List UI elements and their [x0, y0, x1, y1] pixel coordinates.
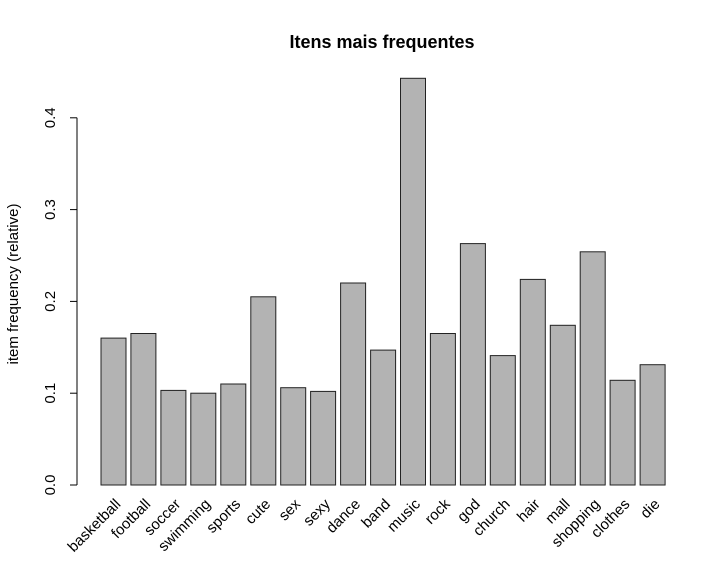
- chart-title: Itens mais frequentes: [289, 32, 474, 52]
- bar-sex: [280, 387, 307, 486]
- x-tick-label-sports: sports: [203, 496, 244, 537]
- y-tick-label: 0.0: [42, 475, 59, 496]
- bar-swimming: [190, 392, 217, 486]
- y-axis: 0.0 0.1 0.2 0.3 0.4: [42, 107, 78, 496]
- bar-die: [639, 364, 666, 486]
- category-labels-group: basketballfootballsoccerswimmingsportscu…: [65, 495, 664, 555]
- bar-basketball: [100, 337, 127, 486]
- bar-shopping: [579, 251, 606, 486]
- y-axis-label: item frequency (relative): [5, 204, 22, 365]
- bar-rock: [429, 333, 456, 486]
- y-tick-label: 0.1: [42, 383, 59, 404]
- bar-mall: [549, 324, 576, 486]
- x-tick-label-rock: rock: [422, 495, 454, 527]
- bar-sports: [220, 383, 247, 486]
- y-tick-label: 0.4: [42, 107, 59, 128]
- bar-soccer: [160, 389, 187, 486]
- x-tick-label-cute: cute: [242, 496, 274, 528]
- bars-group: [100, 77, 666, 486]
- x-tick-label-dance: dance: [323, 496, 364, 537]
- y-tick-label: 0.2: [42, 291, 59, 312]
- bar-cute: [250, 296, 277, 486]
- y-tick-label: 0.3: [42, 199, 59, 220]
- bar-god: [459, 243, 486, 486]
- bar-music: [400, 77, 426, 486]
- x-tick-label-sex: sex: [276, 495, 305, 524]
- bar-dance: [340, 282, 367, 486]
- x-tick-label-music: music: [384, 495, 424, 535]
- bar-sexy: [310, 390, 337, 486]
- bar-football: [130, 333, 157, 486]
- bar-band: [370, 349, 397, 486]
- x-tick-label-hair: hair: [514, 496, 544, 526]
- x-tick-label-die: die: [637, 496, 663, 522]
- bar-church: [489, 355, 516, 486]
- bar-hair: [519, 278, 546, 486]
- bar-clothes: [609, 379, 636, 486]
